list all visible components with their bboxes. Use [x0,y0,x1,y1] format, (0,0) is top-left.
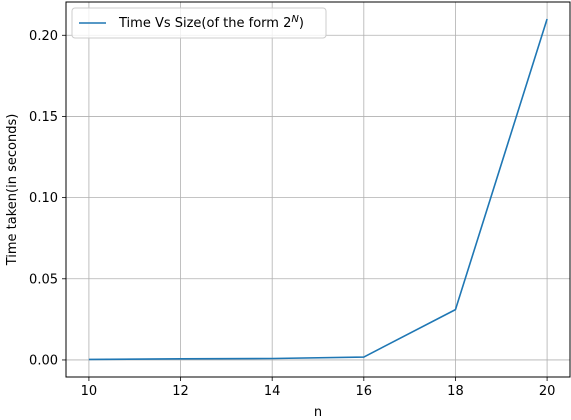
legend: Time Vs Size(of the form 2N) [71,7,327,39]
y-axis-label: Time taken(in seconds) [5,114,20,267]
y-tick-label: 0.00 [29,353,58,368]
legend-label-main: Time Vs Size(of the form 2 [118,16,291,31]
x-tick-label: 18 [447,384,464,399]
x-tick-label: 12 [172,384,189,399]
x-tick-label: 10 [81,384,98,399]
y-tick-label: 0.10 [29,191,58,206]
grid-lines [66,2,570,377]
x-tick-label: 14 [264,384,281,399]
x-tick-label: 16 [356,384,373,399]
series-line [88,18,548,361]
y-tick-label: 0.05 [29,272,58,287]
y-axis-ticks: 0.00 0.05 0.10 0.15 0.20 [29,29,66,368]
y-tick-label: 0.15 [29,110,58,125]
x-axis-label: n [314,405,322,420]
legend-label: Time Vs Size(of the form 2N) [118,14,304,31]
x-tick-label: 20 [539,384,556,399]
legend-box [71,7,327,39]
legend-label-superscript: N [291,14,299,25]
y-tick-label: 0.20 [29,29,58,44]
legend-label-end: ) [299,16,304,31]
x-axis-ticks: 10 12 14 16 18 20 [81,377,556,399]
series-layer [88,18,548,361]
plot-frame [65,1,571,378]
